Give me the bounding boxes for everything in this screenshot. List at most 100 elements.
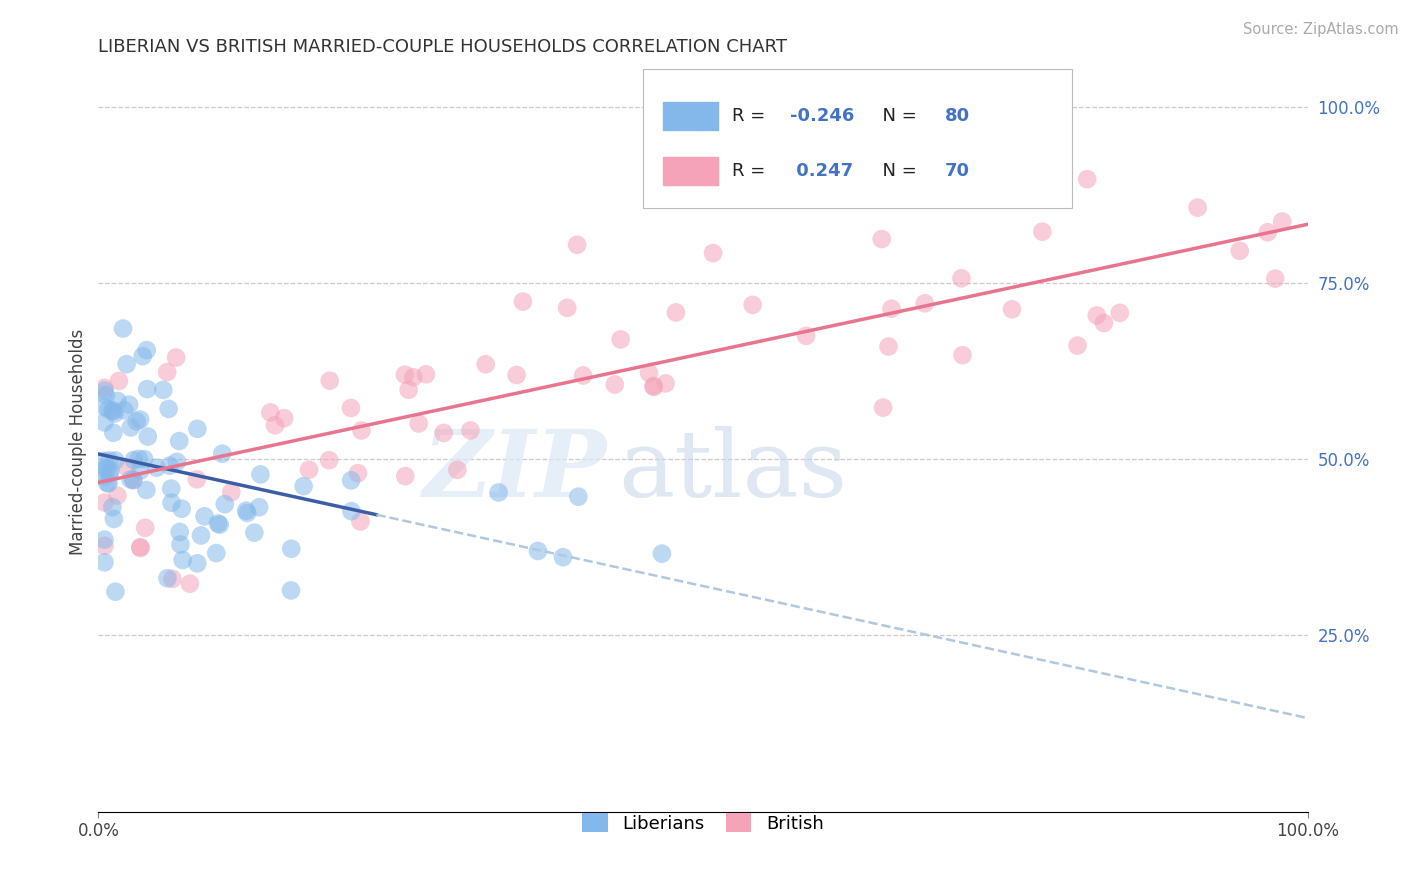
Point — [122, 453, 145, 467]
Point — [1257, 225, 1279, 239]
Point — [702, 246, 724, 260]
Point — [433, 425, 456, 440]
Point — [741, 298, 763, 312]
Point — [125, 414, 148, 428]
Point — [145, 460, 167, 475]
Point — [318, 453, 340, 467]
Point — [115, 357, 138, 371]
Point — [565, 237, 588, 252]
Point — [104, 407, 127, 421]
Point — [156, 571, 179, 585]
Point — [211, 447, 233, 461]
Point — [1031, 225, 1053, 239]
Point — [794, 329, 817, 343]
Point — [93, 384, 115, 398]
Point — [1108, 306, 1130, 320]
Point — [93, 416, 115, 430]
Point — [172, 553, 194, 567]
Bar — [664, 102, 717, 130]
Point — [870, 232, 893, 246]
Point — [97, 402, 120, 417]
Point — [243, 525, 266, 540]
Y-axis label: Married-couple Households: Married-couple Households — [69, 328, 87, 555]
Point — [512, 294, 534, 309]
Point — [120, 472, 142, 486]
Text: R =: R = — [733, 107, 770, 125]
Point — [1001, 302, 1024, 317]
Point — [1187, 201, 1209, 215]
Point — [105, 489, 128, 503]
Point — [1092, 316, 1115, 330]
Point — [101, 404, 124, 418]
Point — [527, 544, 550, 558]
Point — [349, 515, 371, 529]
Point — [1229, 244, 1251, 258]
Point — [107, 394, 129, 409]
Text: atlas: atlas — [619, 426, 848, 516]
Point — [488, 485, 510, 500]
Point — [93, 555, 115, 569]
Point — [94, 388, 117, 402]
Point — [93, 495, 115, 509]
Point — [207, 516, 229, 531]
Point — [402, 370, 425, 384]
Point — [96, 462, 118, 476]
Point — [93, 454, 115, 468]
Point — [159, 458, 181, 473]
Point — [1066, 338, 1088, 352]
Point — [347, 466, 370, 480]
Point — [136, 429, 159, 443]
Point — [394, 368, 416, 382]
Point — [952, 348, 974, 362]
Point — [132, 349, 155, 363]
Point — [446, 463, 468, 477]
Point — [129, 412, 152, 426]
Point — [160, 482, 183, 496]
Point — [193, 509, 215, 524]
Point — [350, 424, 373, 438]
Point — [167, 434, 190, 448]
Point — [665, 305, 688, 319]
Text: 0.247: 0.247 — [790, 162, 853, 180]
Point — [103, 512, 125, 526]
Point — [128, 451, 150, 466]
Point — [122, 473, 145, 487]
Point — [643, 379, 665, 393]
Point — [235, 503, 257, 517]
Point — [157, 401, 180, 416]
Point — [170, 501, 193, 516]
Point — [166, 455, 188, 469]
Point — [654, 376, 676, 391]
Point — [394, 469, 416, 483]
Legend: Liberians, British: Liberians, British — [572, 803, 834, 844]
Point — [104, 584, 127, 599]
Point — [169, 524, 191, 539]
Point — [165, 351, 187, 365]
Point — [136, 382, 159, 396]
Point — [156, 365, 179, 379]
Point — [98, 453, 121, 467]
Point — [319, 374, 342, 388]
Point — [93, 469, 115, 483]
Point — [877, 340, 900, 354]
Point — [567, 490, 589, 504]
Point — [1271, 214, 1294, 228]
Point — [340, 504, 363, 518]
Point — [129, 541, 152, 555]
Point — [460, 424, 482, 438]
Point — [93, 533, 115, 547]
Text: LIBERIAN VS BRITISH MARRIED-COUPLE HOUSEHOLDS CORRELATION CHART: LIBERIAN VS BRITISH MARRIED-COUPLE HOUSE… — [98, 38, 787, 56]
Point — [474, 357, 496, 371]
Point — [104, 453, 127, 467]
Point — [651, 547, 673, 561]
Point — [208, 517, 231, 532]
Text: Source: ZipAtlas.com: Source: ZipAtlas.com — [1243, 22, 1399, 37]
Point — [101, 403, 124, 417]
Point — [298, 463, 321, 477]
Text: ZIP: ZIP — [422, 426, 606, 516]
Text: R =: R = — [733, 162, 770, 180]
Point — [134, 452, 156, 467]
Point — [259, 405, 281, 419]
Point — [1264, 271, 1286, 285]
Point — [415, 368, 437, 382]
